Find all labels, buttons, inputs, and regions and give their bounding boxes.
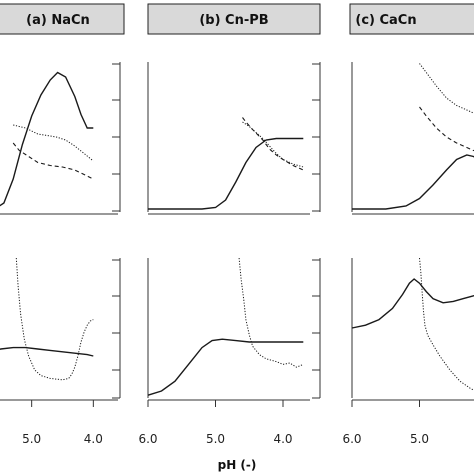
panel-a-top-plot xyxy=(0,62,121,215)
panel-c-top-plot xyxy=(351,62,474,215)
panel-b-x-ticks: 6.0 5.0 4.0 xyxy=(138,400,293,446)
series-line-dotted xyxy=(15,257,94,381)
x-axis-label: pH (-) xyxy=(218,458,257,472)
x-tick-label: 6.0 xyxy=(342,432,361,446)
series-line-dashed xyxy=(242,117,304,171)
panel-c-header-box xyxy=(349,3,474,35)
series-line-solid xyxy=(147,338,304,396)
panel-a-title: (a) NaCn xyxy=(26,13,90,28)
series-line-dotted xyxy=(419,257,474,391)
panel-b-title: (b) Cn-PB xyxy=(199,13,268,28)
x-tick-label: 4.0 xyxy=(84,432,103,446)
panel-b-header-box xyxy=(147,3,321,35)
series-line-dashed xyxy=(419,106,474,152)
series-line-solid xyxy=(0,346,94,357)
series-line-solid xyxy=(351,278,474,329)
panel-a-header-box xyxy=(0,3,125,35)
series-line-solid xyxy=(148,137,304,210)
panel-b-header: (b) Cn-PB xyxy=(147,3,321,35)
x-tick-label: 5.0 xyxy=(410,432,429,446)
series-line-solid xyxy=(0,71,94,207)
panel-b-bottom-plot xyxy=(147,257,321,401)
series-line-dotted xyxy=(238,257,304,368)
panel-c-header: (c) CaCn xyxy=(349,3,474,35)
panel-c-title: (c) CaCn xyxy=(355,13,416,28)
series-line-dotted xyxy=(242,121,304,168)
series-line-dashed xyxy=(12,142,94,180)
panel-b-top-plot xyxy=(147,62,321,215)
panel-a-bottom-plot xyxy=(0,257,121,401)
panel-c-bottom-plot xyxy=(351,257,474,401)
x-tick-label: 4.0 xyxy=(273,432,292,446)
series-line-dotted xyxy=(419,63,474,114)
series-line-solid xyxy=(352,154,474,210)
series-line-dotted xyxy=(13,124,94,162)
panel-c-x-ticks: 6.05.04.0 xyxy=(342,400,429,446)
x-tick-label: 6.0 xyxy=(138,432,157,446)
x-tick-label: 5.0 xyxy=(22,432,41,446)
panel-a-x-ticks: 5.0 4.0 xyxy=(22,400,103,446)
panel-a-header: (a) NaCn xyxy=(0,3,125,35)
x-tick-label: 5.0 xyxy=(206,432,225,446)
